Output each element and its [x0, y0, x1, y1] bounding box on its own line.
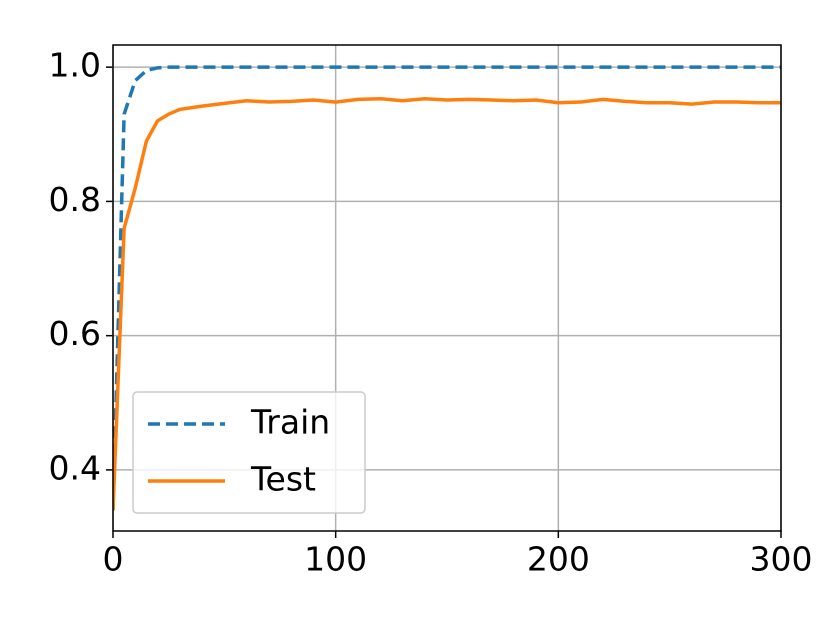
x-tick-label: 100 [304, 540, 367, 579]
line-series [113, 96, 781, 511]
y-tick-label: 0.6 [49, 314, 101, 353]
plot-frame [112, 44, 782, 532]
y-tick-label: 0.8 [49, 180, 101, 219]
x-tick-label: 200 [527, 540, 590, 579]
legend-box [132, 391, 366, 514]
legend-label: Train [250, 403, 330, 442]
y-tick-label: 0.4 [49, 448, 101, 487]
x-tick-label: 300 [750, 540, 813, 579]
line-series [113, 65, 781, 511]
legend-label: Test [250, 460, 316, 499]
y-tick-label: 1.0 [49, 46, 101, 85]
x-tick-label: 0 [103, 540, 124, 579]
